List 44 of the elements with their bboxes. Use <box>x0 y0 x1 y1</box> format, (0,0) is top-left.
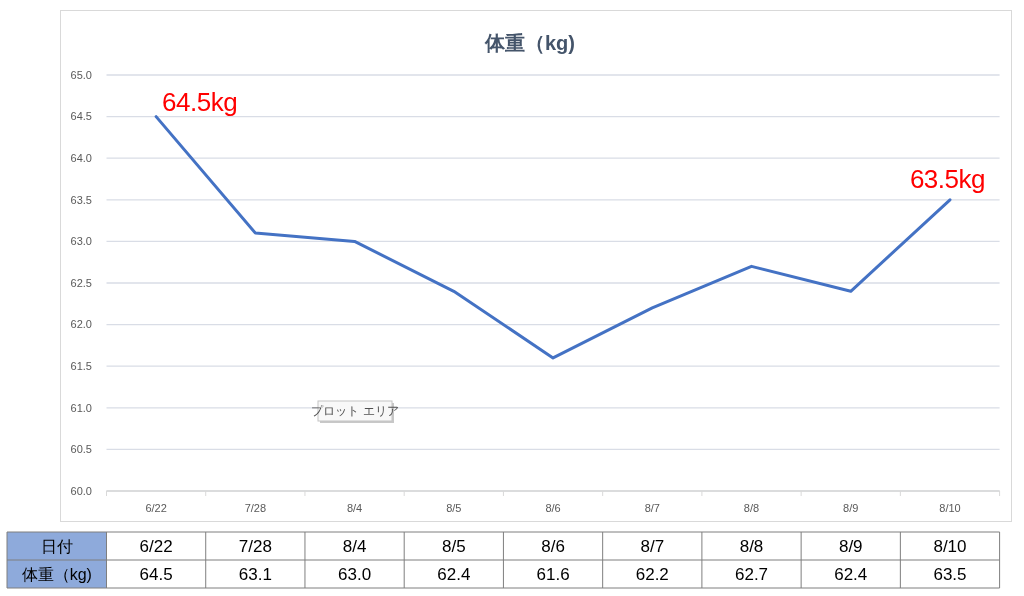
x-tick-label: 8/8 <box>743 502 760 514</box>
annotation: プロット エリア <box>311 404 399 417</box>
annotation: 64.5kg <box>162 86 238 117</box>
x-tick-label: 8/10 <box>939 502 961 514</box>
category-label: 8/4 <box>342 537 367 557</box>
y-tick-label: 62.5 <box>70 276 92 289</box>
category-label: 8/7 <box>640 537 665 557</box>
y-tick-label: 62.0 <box>70 318 92 331</box>
category-label: 6/22 <box>139 537 173 557</box>
y-tick-label: 63.5 <box>70 193 92 206</box>
data-label: 62.2 <box>635 565 669 585</box>
annotation: 63.5kg <box>909 163 985 194</box>
text: 体重（kg) <box>484 32 575 54</box>
y-tick-label: 63.0 <box>70 235 92 248</box>
data-label: 63.1 <box>238 565 272 585</box>
y-tick-label: 65.0 <box>70 68 92 81</box>
category-label: 8/9 <box>838 537 863 557</box>
y-tick-label: 64.5 <box>70 110 92 123</box>
data-label: 63.5 <box>933 565 967 585</box>
y-tick-label: 60.0 <box>70 484 92 497</box>
y-tick-label: 60.5 <box>70 443 92 456</box>
y-tick-label: 61.5 <box>70 360 92 373</box>
data-label: 64.5 <box>139 565 173 585</box>
data-label: 63.0 <box>338 565 372 585</box>
x-tick-label: 8/7 <box>644 502 660 514</box>
x-tick-label: 6/22 <box>145 502 167 514</box>
x-tick-label: 8/6 <box>545 502 561 514</box>
category-label: 8/8 <box>739 537 764 557</box>
category-label: 8/5 <box>442 537 466 557</box>
x-tick-label: 8/4 <box>346 502 363 514</box>
x-tick-label: 7/28 <box>244 502 267 514</box>
category-label: 7/28 <box>238 537 272 557</box>
category-label: 8/10 <box>933 537 967 557</box>
x-tick-label: 8/9 <box>843 502 859 514</box>
data-label: 62.4 <box>437 565 471 585</box>
data-label: 61.6 <box>536 565 570 585</box>
data-label: 62.7 <box>734 565 769 585</box>
x-tick-label: 8/5 <box>446 502 462 514</box>
x-axis-title: 日付 <box>40 537 73 555</box>
data-label: 62.4 <box>834 565 868 585</box>
y-tick-label: 64.0 <box>70 152 92 165</box>
category-label: 8/6 <box>541 537 565 557</box>
text: 体重（kg) <box>21 565 92 583</box>
y-tick-label: 61.0 <box>70 401 92 414</box>
